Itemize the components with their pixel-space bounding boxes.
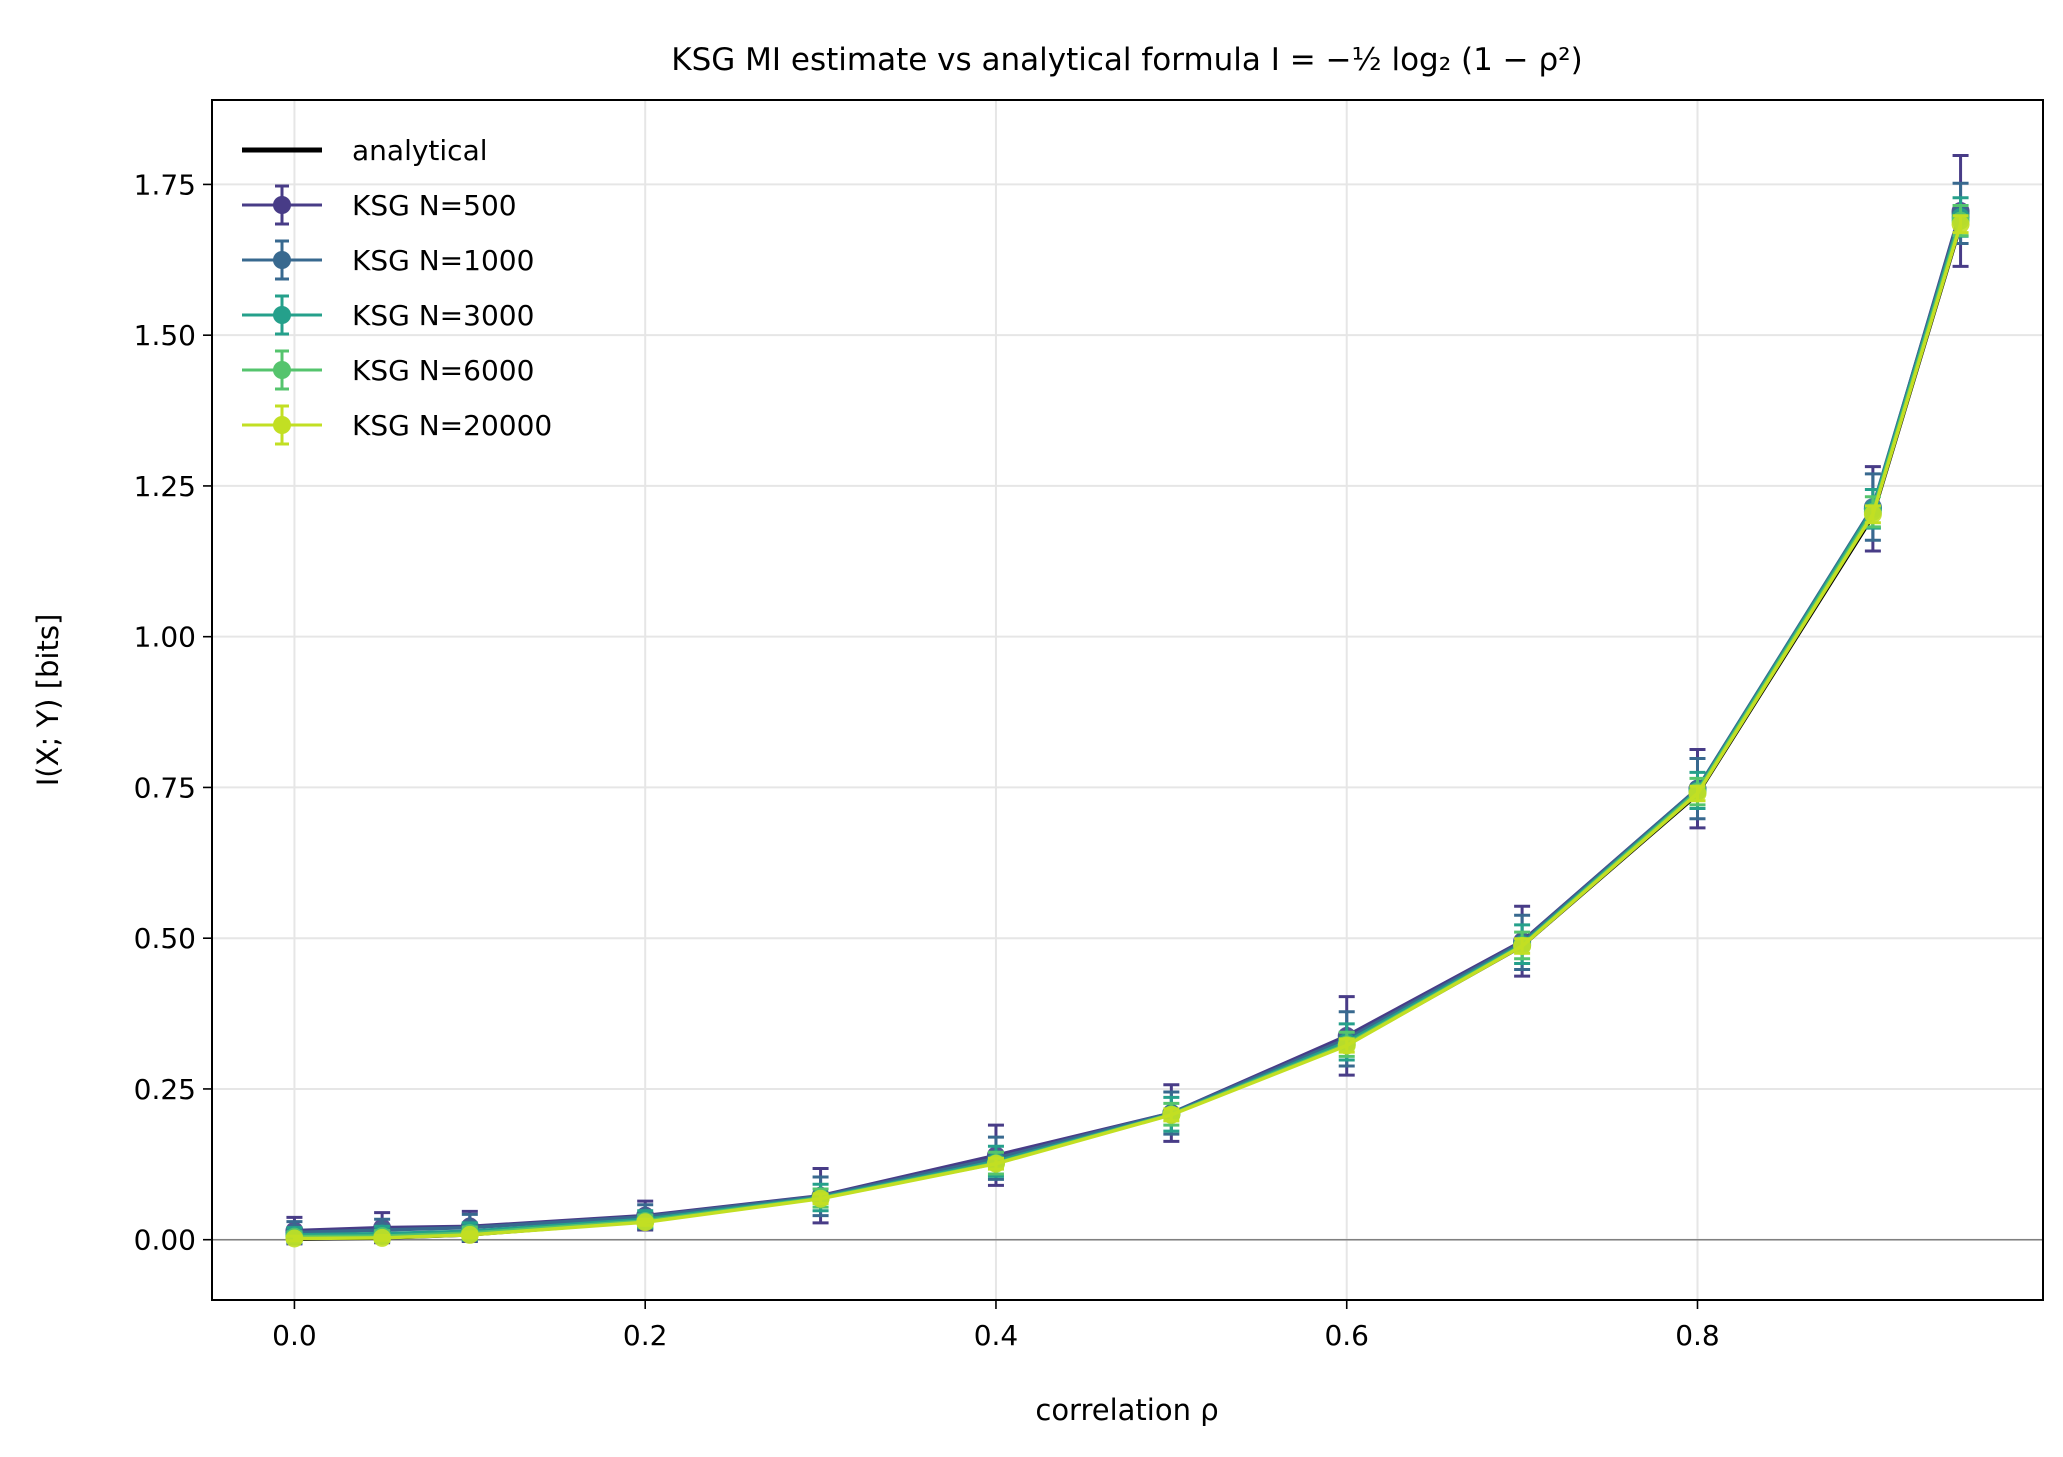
series-line xyxy=(294,216,1963,1237)
series-ksg-n-3000 xyxy=(285,196,1970,1244)
y-tick-label: 1.00 xyxy=(134,621,196,654)
data-point xyxy=(811,1189,830,1208)
data-point xyxy=(1863,505,1882,524)
series-line xyxy=(294,212,1963,1235)
data-point xyxy=(373,1228,392,1247)
data-point xyxy=(1337,1036,1356,1055)
x-axis-label: correlation ρ xyxy=(1035,1393,1218,1427)
data-point xyxy=(636,1213,655,1232)
series-line xyxy=(294,220,1963,1239)
legend-swatch-marker xyxy=(273,196,291,214)
legend-label: KSG N=500 xyxy=(352,189,517,222)
y-tick-label: 1.25 xyxy=(134,470,196,503)
legend-swatch-marker xyxy=(273,361,291,379)
y-axis-label: I(X; Y) [bits] xyxy=(31,614,65,787)
data-point xyxy=(460,1225,479,1244)
data-point xyxy=(986,1154,1005,1173)
grid xyxy=(212,100,2043,1300)
x-tick-label: 0.0 xyxy=(272,1319,317,1352)
x-tick-label: 0.4 xyxy=(974,1319,1019,1352)
legend-swatch-marker xyxy=(273,251,291,269)
y-tick-label: 1.75 xyxy=(134,168,196,201)
ticks: 0.0 0.2 0.4 0.6 0.8 0.00 0.25 0.50 0.75 1.00 1.25 1… xyxy=(134,168,1720,1352)
y-tick-label: 0.00 xyxy=(134,1224,196,1257)
legend-label: KSG N=20000 xyxy=(352,409,552,442)
data-point xyxy=(1688,784,1707,803)
y-tick-label: 1.50 xyxy=(134,319,196,352)
data-point xyxy=(285,1229,304,1248)
x-tick-label: 0.6 xyxy=(1324,1319,1369,1352)
series-line xyxy=(294,223,1963,1241)
legend-label: analytical xyxy=(352,134,488,167)
axes-frame xyxy=(211,99,2044,1301)
plot-marks xyxy=(285,153,1970,1248)
data-point xyxy=(1951,215,1970,234)
y-tick-label: 0.75 xyxy=(134,771,196,804)
series-ksg-n-500 xyxy=(285,153,1970,1246)
analytical-line xyxy=(294,226,1962,1241)
y-tick-label: 0.25 xyxy=(134,1073,196,1106)
series-ksg-n-1000 xyxy=(285,181,1970,1245)
y-tick-label: 0.50 xyxy=(134,922,196,955)
series-line xyxy=(294,210,1963,1233)
legend-label: KSG N=6000 xyxy=(352,354,534,387)
legend-swatch-marker xyxy=(273,416,291,434)
series-ksg-n-20000 xyxy=(285,214,1970,1248)
legend: analytical KSG N=500 KSG N=1000 KSG N=3000 K… xyxy=(242,134,552,446)
legend-swatch-marker xyxy=(273,306,291,324)
x-tick-label: 0.2 xyxy=(623,1319,668,1352)
legend-label: KSG N=1000 xyxy=(352,244,534,277)
legend-label: KSG N=3000 xyxy=(352,299,534,332)
data-point xyxy=(1513,937,1532,956)
chart-title: KSG MI estimate vs analytical formula I … xyxy=(671,42,1582,78)
data-point xyxy=(1162,1105,1181,1124)
x-tick-label: 0.8 xyxy=(1675,1319,1720,1352)
